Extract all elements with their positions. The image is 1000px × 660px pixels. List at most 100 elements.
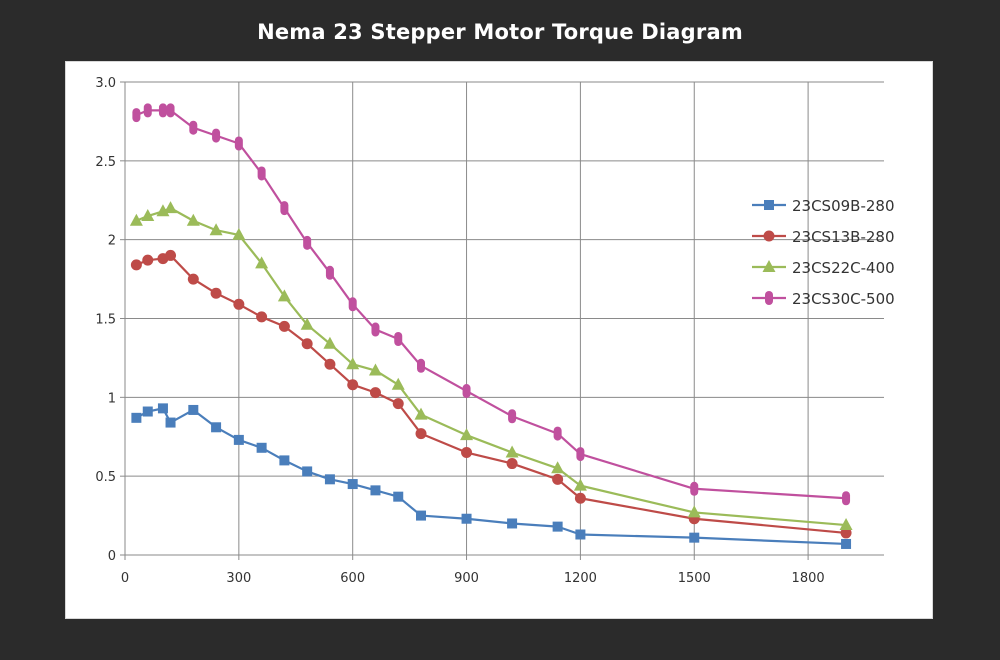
legend-item: 23CS30C-500	[752, 290, 895, 308]
data-point	[142, 406, 153, 417]
legend-item: 23CS13B-280	[752, 228, 895, 246]
data-point	[417, 358, 426, 373]
data-point	[323, 336, 337, 349]
data-point	[461, 447, 473, 459]
y-tick-label: 1.5	[95, 313, 116, 328]
data-point	[165, 417, 176, 428]
data-point	[416, 510, 427, 521]
data-point	[346, 357, 360, 370]
data-point	[507, 518, 518, 529]
data-point	[233, 434, 244, 445]
chart-panel	[65, 61, 933, 619]
data-point	[141, 209, 155, 222]
data-point	[551, 461, 565, 474]
data-point	[303, 235, 312, 250]
tick-labels: 0 0.5 1 1.5 2 2.5 3.0 0 300 600 900 1200 1500 1800	[95, 76, 824, 586]
data-point	[506, 458, 518, 470]
x-tick-label: 1200	[564, 571, 597, 586]
data-point	[211, 422, 222, 433]
y-tick-label: 3.0	[95, 76, 116, 91]
data-point	[277, 289, 291, 302]
chart-title: Nema 23 Stepper Motor Torque Diagram	[257, 20, 743, 44]
data-point	[394, 331, 403, 346]
data-point	[165, 249, 177, 261]
x-tick-label: 0	[121, 571, 129, 586]
data-point	[840, 527, 852, 539]
data-point	[156, 204, 170, 217]
data-point	[255, 256, 269, 269]
data-point	[839, 518, 853, 531]
data-point	[166, 103, 175, 118]
legend-label: 23CS09B-280	[792, 197, 895, 215]
data-point	[143, 103, 152, 118]
data-point	[371, 322, 380, 337]
legend-label: 23CS22C-400	[792, 259, 895, 277]
data-point	[690, 481, 699, 496]
series-line	[135, 207, 847, 527]
legend-marker	[762, 260, 776, 272]
data-point	[233, 298, 245, 310]
data-point	[278, 320, 290, 332]
data-point	[573, 478, 587, 491]
data-point	[256, 442, 267, 453]
data-point	[131, 412, 142, 423]
data-point	[392, 398, 404, 410]
data-point	[369, 387, 381, 399]
legend-item: 23CS22C-400	[752, 259, 895, 277]
series-23CS22C-400	[129, 201, 853, 531]
legend-marker	[763, 230, 775, 242]
legend-label: 23CS13B-280	[792, 228, 895, 246]
data-point	[842, 491, 851, 506]
data-point	[187, 273, 199, 285]
data-point	[209, 223, 223, 236]
data-point	[348, 297, 357, 312]
data-point	[325, 265, 334, 280]
y-tick-label: 2.5	[95, 155, 116, 170]
series-23CS30C-500	[132, 103, 851, 506]
data-point	[132, 108, 141, 123]
series-23CS09B-280	[131, 403, 852, 549]
data-point	[553, 426, 562, 441]
data-point	[414, 407, 428, 420]
x-tick-label: 600	[340, 571, 365, 586]
data-point	[393, 491, 404, 502]
data-point	[391, 377, 405, 390]
data-point	[279, 455, 290, 466]
legend-item: 23CS09B-280	[752, 197, 895, 215]
x-tick-label: 1500	[678, 571, 711, 586]
data-point	[415, 428, 427, 440]
data-point	[461, 513, 472, 524]
data-point	[189, 120, 198, 135]
legend-marker	[765, 291, 773, 305]
data-point	[256, 311, 268, 323]
data-point	[462, 384, 471, 399]
data-point	[164, 201, 178, 214]
data-point	[300, 317, 314, 330]
data-point	[302, 466, 313, 477]
data-point	[158, 103, 167, 118]
grid-lines	[125, 81, 884, 555]
y-tick-label: 0	[108, 549, 116, 564]
data-point	[257, 166, 266, 181]
legend: 23CS09B-280 23CS13B-280 23CS22C-400 23CS30C…	[752, 197, 895, 308]
data-point	[142, 254, 154, 266]
y-tick-label: 2	[108, 234, 116, 249]
data-point	[508, 409, 517, 424]
data-point	[576, 447, 585, 462]
data-point	[188, 404, 199, 415]
y-tick-label: 0.5	[95, 470, 116, 485]
data-point	[210, 287, 222, 299]
legend-label: 23CS30C-500	[792, 290, 895, 308]
data-point	[324, 474, 335, 485]
data-point	[505, 445, 519, 458]
data-point	[232, 227, 246, 240]
data-point	[368, 363, 382, 376]
series-lines	[129, 103, 853, 549]
data-point	[574, 492, 586, 504]
data-point	[301, 338, 313, 350]
data-point	[324, 358, 336, 370]
y-tick-label: 1	[108, 391, 116, 406]
data-point	[212, 128, 221, 143]
x-tick-label: 900	[454, 571, 479, 586]
